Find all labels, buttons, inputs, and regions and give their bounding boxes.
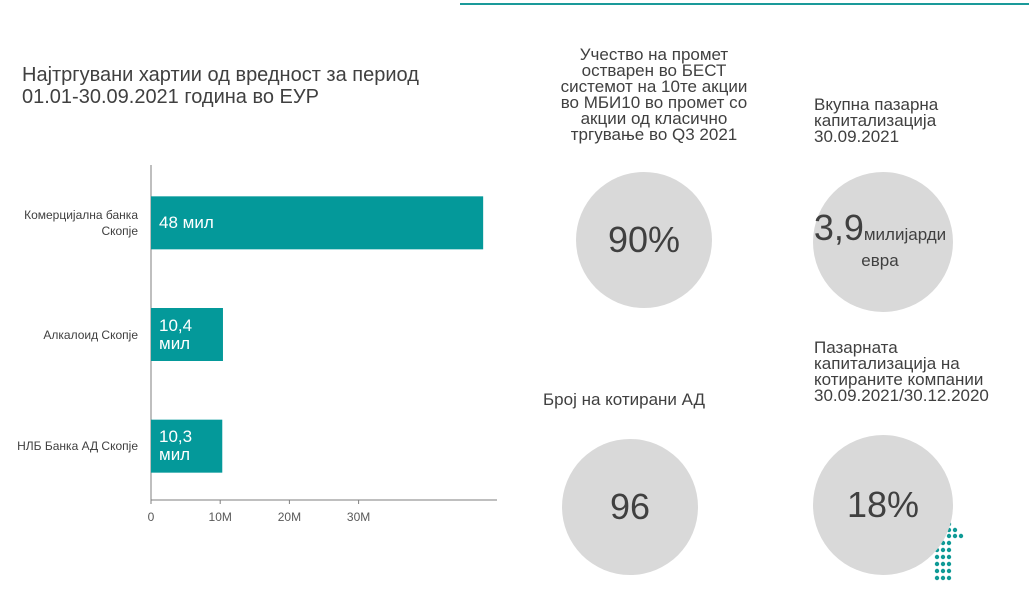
x-tick-label: 20M	[277, 510, 302, 524]
category-label: Комерцијална банка Скопје	[24, 207, 138, 238]
stat-label-line: Пазарната	[814, 338, 898, 357]
category-label: Алкалоид Скопје	[43, 327, 138, 342]
stat-value-group: 3,9милијарди евра	[814, 207, 946, 271]
x-tick-label: 10M	[208, 510, 232, 524]
stat-value: 3,9	[813, 207, 864, 248]
stat-circle: 90%	[576, 172, 712, 308]
stat-circle: 18%	[813, 435, 953, 575]
stat-label-line: капитализација на	[814, 354, 960, 373]
stat-label: Учество на промет остварен во БЕСТ системо…	[560, 45, 748, 144]
stat-circle: 3,9милијарди евра	[813, 172, 953, 312]
stat-unit: евра	[861, 251, 899, 270]
stat-label-line: 30.09.2021	[814, 127, 900, 146]
stat-label-line: Вкупна пазарна	[814, 95, 939, 114]
bar-value-label: 48 мил	[159, 212, 214, 232]
stat-label-line: во МБИ10 во промет со	[560, 93, 748, 112]
stat-label-line: 30.09.2021/30.12.2020	[814, 386, 989, 405]
stat-label: Вкупна пазарна капитализација 30.09.2021	[814, 95, 939, 146]
stat-label-line: акции од класично	[580, 109, 728, 128]
stat-value: 18%	[846, 484, 920, 525]
x-tick-label: 0	[147, 510, 155, 524]
bar-value-label: 10,4 мил	[159, 315, 193, 353]
stat-label: Број на котирани АД	[543, 390, 706, 409]
title-line: 01.01-30.09.2021 година во ЕУР	[22, 86, 319, 108]
bar-value-label: 10,3 мил	[159, 427, 193, 465]
title-line: Најтргувани хартии од вредност за период	[22, 64, 419, 86]
stat-label-line: капитализација	[814, 111, 937, 130]
bar	[151, 196, 484, 250]
bar	[151, 419, 223, 473]
chart-marks	[150, 165, 497, 504]
bar	[151, 308, 223, 361]
stat-label: Пазарната капитализација на котираните ком…	[814, 338, 989, 405]
category-label: НЛБ Банка АД Скопје	[17, 439, 138, 454]
slide-title: Најтргувани хартии од вредност за период…	[22, 64, 419, 108]
stat-label-line: котираните компании	[814, 370, 984, 389]
x-tick-label: 30M	[346, 510, 371, 524]
stat-circle: 96	[562, 439, 698, 575]
stat-label-line: остварен во БЕСТ	[581, 61, 727, 80]
stat-label-line: тргување во Q3 2021	[570, 125, 738, 144]
stat-label-line: системот на 10те акции	[560, 77, 748, 96]
stat-label-line: Учество на промет	[579, 45, 729, 64]
stat-value: 96	[609, 486, 651, 527]
stat-value: 90%	[607, 219, 681, 260]
stat-unit: милијарди	[863, 225, 947, 244]
stat-label-line: Број на котирани АД	[543, 390, 706, 409]
